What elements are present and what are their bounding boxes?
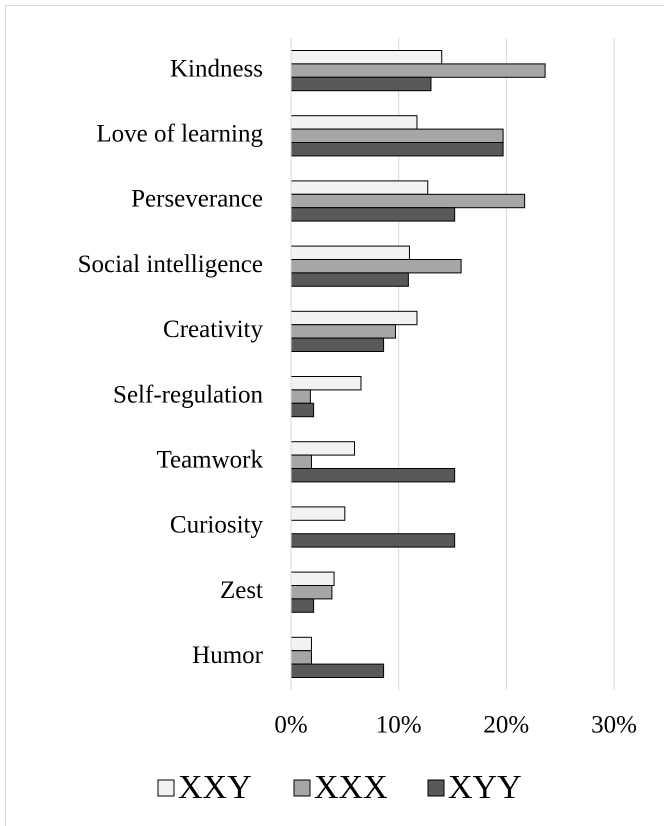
y-tick-label: Perseverance [131, 186, 263, 213]
bar [290, 376, 362, 391]
bar [290, 245, 410, 261]
bar [290, 310, 418, 326]
y-tick-label: Zest [220, 577, 263, 604]
bar [290, 402, 315, 418]
legend-swatch [427, 779, 445, 797]
x-tick-label: 0% [274, 712, 307, 739]
bar [290, 506, 346, 521]
bar [290, 533, 456, 548]
bar [290, 115, 418, 130]
bar [290, 468, 456, 483]
bar [290, 272, 409, 287]
y-tick-label: Curiosity [170, 512, 264, 539]
legend-label: XXY [178, 769, 252, 806]
bar [290, 259, 462, 274]
bar [290, 454, 312, 470]
x-tick-label: 20% [483, 712, 529, 739]
y-tick-label: Kindness [170, 55, 263, 82]
bar [290, 180, 429, 195]
x-tick-label: 30% [591, 712, 637, 739]
bar [290, 50, 443, 65]
bar [290, 571, 335, 586]
bar [290, 585, 333, 600]
y-tick-label: Humor [192, 642, 264, 669]
y-tick-label: Self-regulation [113, 381, 263, 408]
y-tick-label: Teamwork [156, 447, 263, 474]
bar [290, 193, 526, 209]
bar [290, 441, 356, 456]
bar [290, 337, 385, 353]
bar [290, 76, 432, 92]
legend-label: XXX [314, 769, 388, 806]
x-tick-label: 10% [376, 712, 422, 739]
bar [290, 128, 504, 144]
y-tick-label: Social intelligence [78, 251, 263, 278]
bar [290, 389, 311, 404]
bar [290, 142, 504, 157]
bar [290, 636, 312, 652]
y-tick-label: Love of learning [96, 121, 263, 148]
legend-label: XYY [448, 769, 522, 806]
legend-swatch [293, 779, 311, 797]
legend-swatch [157, 779, 175, 797]
y-tick-label: Creativity [163, 316, 263, 343]
bar [290, 663, 385, 678]
bar [290, 207, 456, 222]
bar [290, 598, 315, 613]
chart-border [5, 5, 664, 826]
bar [290, 650, 312, 665]
bar [290, 63, 546, 78]
bar [290, 324, 396, 339]
